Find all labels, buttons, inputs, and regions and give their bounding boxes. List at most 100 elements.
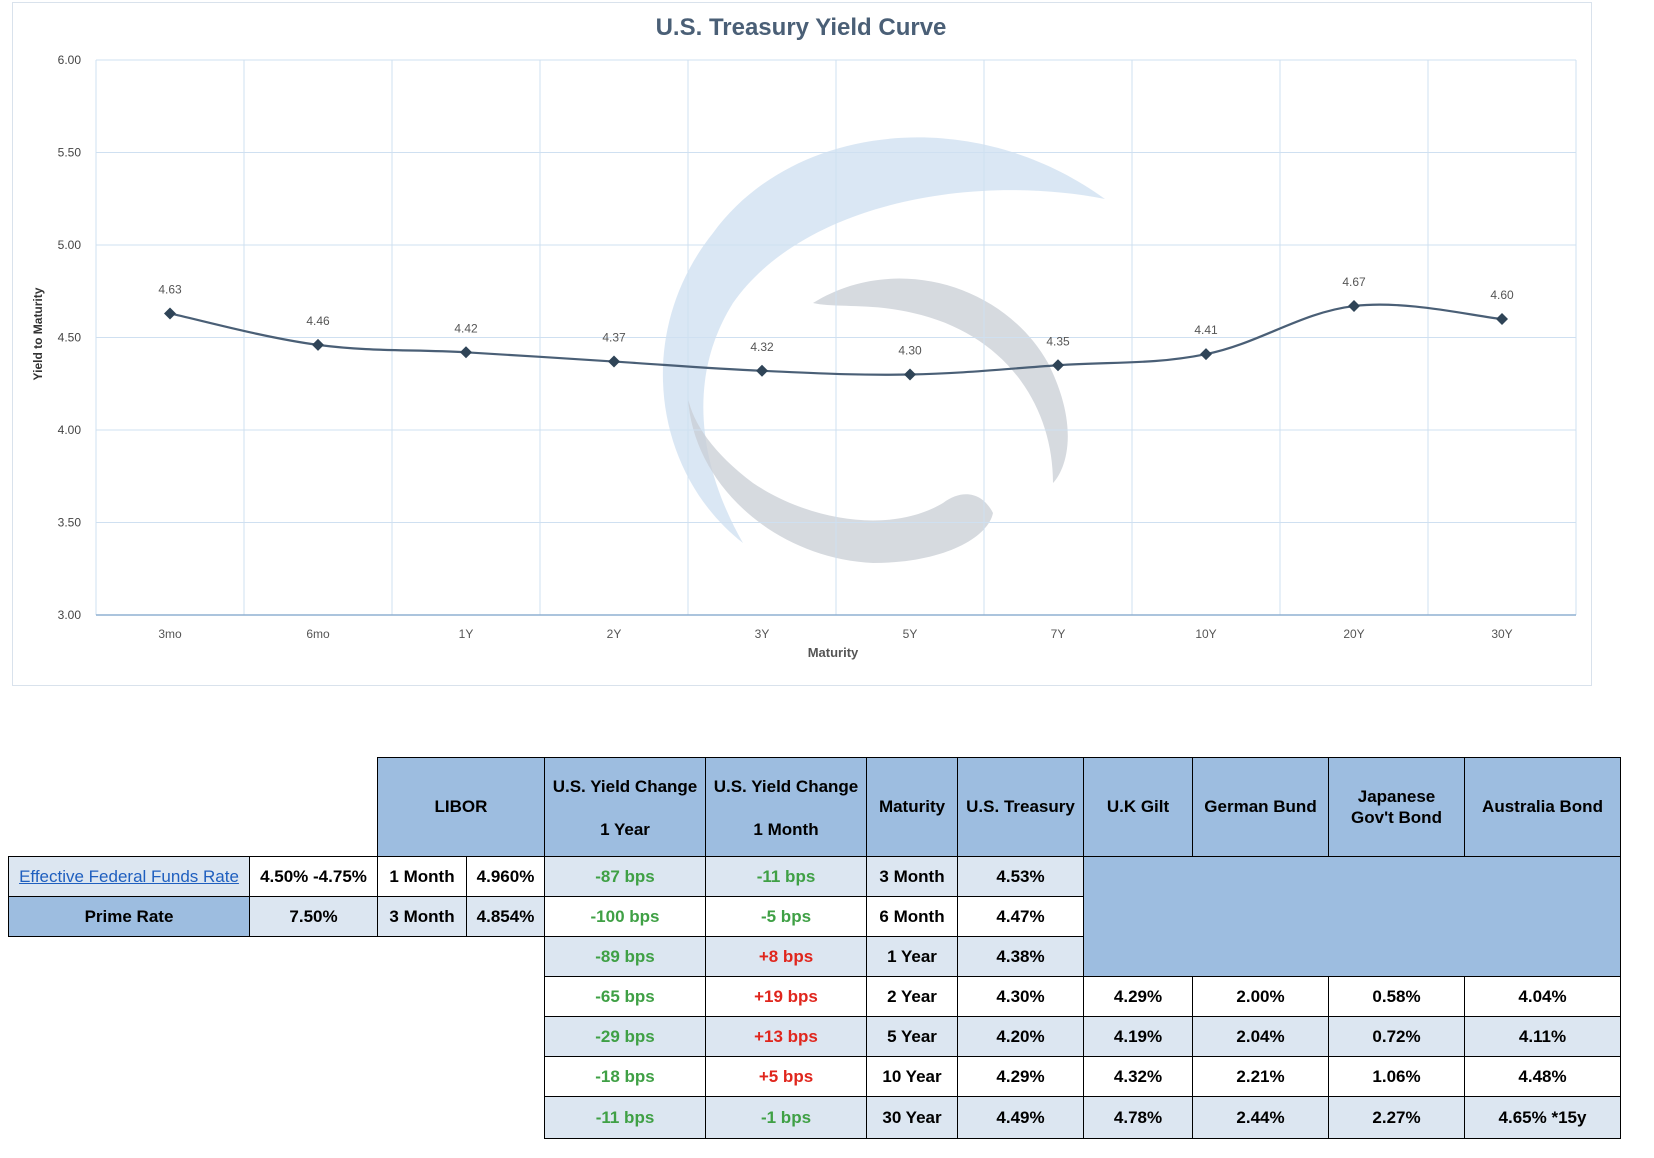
series-line: [169, 303, 1503, 376]
libor-term-2: 3 Month: [377, 896, 467, 937]
effr-link[interactable]: Effective Federal Funds Rate: [19, 866, 239, 886]
data-label: 4.35: [1046, 334, 1070, 348]
row-6m-yc1y: -100 bps: [544, 896, 706, 937]
libor-rate-2: 4.854%: [466, 896, 545, 937]
header-maturity: Maturity: [866, 757, 958, 857]
row-6m-treasury: 4.47%: [957, 896, 1084, 937]
data-label: 4.32: [750, 340, 774, 354]
row-5y-yc1m: +13 bps: [705, 1016, 867, 1057]
y-tick-label: 5.00: [58, 238, 82, 252]
row-3m-yc1y: -87 bps: [544, 856, 706, 897]
row-3m-treasury: 4.53%: [957, 856, 1084, 897]
row-2y-maturity: 2 Year: [866, 976, 958, 1017]
row-6m-maturity: 6 Month: [866, 896, 958, 937]
row-30y-treasury: 4.49%: [957, 1096, 1084, 1139]
row-10y-jgb: 1.06%: [1328, 1056, 1465, 1097]
row-5y-gilt: 4.19%: [1083, 1016, 1193, 1057]
x-tick-label: 6mo: [306, 627, 330, 641]
header-uk-gilt: U.K Gilt: [1083, 757, 1193, 857]
header-jgb-line1: Japanese: [1357, 786, 1436, 806]
data-point: [1052, 359, 1064, 372]
international-filler-block: [1083, 856, 1621, 977]
data-label: 4.63: [158, 282, 182, 296]
data-label: 4.30: [898, 344, 922, 358]
row-2y-treasury: 4.30%: [957, 976, 1084, 1017]
prime-rate-label: Prime Rate: [8, 896, 250, 937]
row-10y-treasury: 4.29%: [957, 1056, 1084, 1097]
header-libor-text: LIBOR: [434, 797, 488, 817]
header-us-treasury-text: U.S. Treasury: [966, 797, 1075, 817]
row-1y-yc1m: +8 bps: [705, 936, 867, 977]
row-2y-jgb: 0.58%: [1328, 976, 1465, 1017]
row-30y-yc1m: -1 bps: [705, 1096, 867, 1139]
row-10y-bund: 2.21%: [1192, 1056, 1329, 1097]
x-tick-label: 3mo: [158, 627, 182, 641]
header-yield-change-1y: U.S. Yield Change 1 Year: [544, 757, 706, 857]
header-german-bund: German Bund: [1192, 757, 1329, 857]
y-tick-label: 4.00: [58, 423, 82, 437]
y-tick-label: 4.50: [58, 331, 82, 345]
data-point: [1496, 313, 1508, 325]
row-5y-bund: 2.04%: [1192, 1016, 1329, 1057]
header-jgb-line2: Gov't Bond: [1351, 808, 1442, 827]
x-tick-label: 5Y: [903, 627, 918, 641]
chart-title: U.S. Treasury Yield Curve: [656, 14, 947, 41]
data-point: [608, 355, 620, 368]
row-2y-gilt: 4.29%: [1083, 976, 1193, 1017]
libor-term-1: 1 Month: [377, 856, 467, 897]
libor-rate-1: 4.960%: [466, 856, 545, 897]
row-5y-yc1y: -29 bps: [544, 1016, 706, 1057]
row-30y-yc1y: -11 bps: [544, 1096, 706, 1139]
y-tick-label: 5.50: [58, 146, 82, 160]
data-points: [164, 300, 1508, 381]
data-label: 4.42: [454, 321, 478, 335]
yield-curve-chart: U.S. Treasury Yield Curve 3.00 3.50 4.00 4.…: [31, 14, 1577, 660]
header-us-treasury: U.S. Treasury: [957, 757, 1084, 857]
data-labels: 4.63 4.46 4.42 4.37 4.32 4.30 4.35 4.41 4.67 4.60: [158, 275, 1514, 357]
row-30y-aus: 4.65% *15y: [1464, 1096, 1621, 1139]
row-10y-aus: 4.48%: [1464, 1056, 1621, 1097]
row-1y-maturity: 1 Year: [866, 936, 958, 977]
row-2y-yc1y: -65 bps: [544, 976, 706, 1017]
data-label: 4.37: [602, 331, 626, 345]
row-10y-gilt: 4.32%: [1083, 1056, 1193, 1097]
header-yield-change-1m: U.S. Yield Change 1 Month: [705, 757, 867, 857]
row-1y-yc1y: -89 bps: [544, 936, 706, 977]
x-tick-label: 2Y: [607, 627, 622, 641]
data-point: [904, 368, 916, 381]
data-point: [1348, 300, 1360, 313]
data-point: [460, 346, 472, 359]
data-point: [312, 338, 324, 351]
x-tick-label: 3Y: [755, 627, 770, 641]
data-label: 4.41: [1194, 323, 1218, 337]
chart-card: U.S. Treasury Yield Curve 3.00 3.50 4.00 4.…: [12, 2, 1592, 686]
row-30y-bund: 2.44%: [1192, 1096, 1329, 1139]
header-maturity-text: Maturity: [878, 797, 946, 817]
header-australia-bond-text: Australia Bond: [1482, 797, 1603, 817]
header-uk-gilt-text: U.K Gilt: [1106, 797, 1170, 817]
row-6m-yc1m: -5 bps: [705, 896, 867, 937]
header-yc1m-line2: 1 Month: [753, 819, 819, 839]
x-axis-ticks: 3mo 6mo 1Y 2Y 3Y 5Y 7Y 10Y 20Y 30Y: [158, 627, 1512, 641]
row-5y-treasury: 4.20%: [957, 1016, 1084, 1057]
data-point: [1200, 348, 1212, 361]
prime-rate-value: 7.50%: [249, 896, 378, 937]
row-2y-aus: 4.04%: [1464, 976, 1621, 1017]
x-tick-label: 1Y: [459, 627, 474, 641]
header-yc1y-line1: U.S. Yield Change: [552, 777, 698, 796]
x-tick-label: 7Y: [1051, 627, 1066, 641]
y-tick-label: 3.00: [58, 608, 82, 622]
row-2y-bund: 2.00%: [1192, 976, 1329, 1017]
row-30y-jgb: 2.27%: [1328, 1096, 1465, 1139]
header-australia-bond: Australia Bond: [1464, 757, 1621, 857]
row-5y-jgb: 0.72%: [1328, 1016, 1465, 1057]
grid: [95, 59, 1577, 616]
y-axis-ticks: 3.00 3.50 4.00 4.50 5.00 5.50 6.00: [58, 53, 82, 622]
watermark-logo: [662, 137, 1105, 563]
data-label: 4.67: [1342, 275, 1366, 289]
x-tick-label: 10Y: [1195, 627, 1216, 641]
row-10y-yc1m: +5 bps: [705, 1056, 867, 1097]
effr-value: 4.50% -4.75%: [249, 856, 378, 897]
header-german-bund-text: German Bund: [1204, 797, 1317, 817]
data-point: [164, 307, 176, 320]
